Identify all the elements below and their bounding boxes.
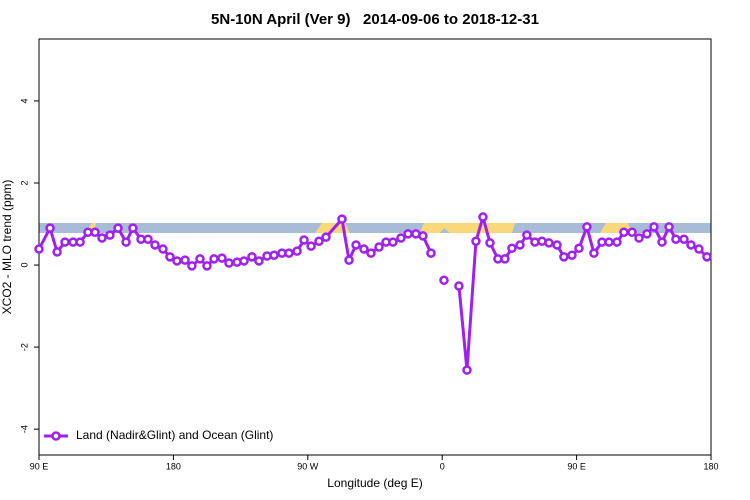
data-point — [619, 227, 629, 237]
x-tick-label: 180 — [703, 461, 718, 471]
data-point — [172, 256, 182, 266]
data-point — [224, 258, 234, 268]
data-point — [158, 244, 168, 254]
data-point — [478, 212, 488, 222]
data-point — [314, 236, 324, 247]
map-strip — [39, 223, 711, 233]
data-point — [454, 281, 464, 291]
x-tick-label: 90 E — [567, 461, 586, 471]
data-point — [209, 254, 219, 264]
y-tick-label: 0 — [19, 263, 29, 268]
y-tick-label: 4 — [19, 98, 29, 103]
data-point — [128, 223, 138, 233]
data-point — [439, 275, 449, 285]
data-point — [359, 244, 369, 254]
legend-marker — [51, 431, 61, 441]
data-point — [679, 234, 689, 244]
data-point — [702, 252, 712, 262]
data-point — [471, 236, 481, 247]
data-point — [604, 237, 614, 247]
data-point — [582, 222, 592, 232]
data-point — [686, 240, 696, 250]
y-tick-label: 2 — [19, 180, 29, 185]
data-point — [396, 233, 406, 243]
data-point — [671, 234, 681, 244]
data-point — [515, 240, 525, 250]
data-point — [574, 243, 584, 253]
y-tick-label: -4 — [19, 425, 29, 433]
data-point — [544, 238, 554, 248]
data-point — [217, 253, 227, 263]
data-point — [247, 252, 257, 262]
data-point — [337, 214, 347, 224]
data-point — [143, 234, 153, 244]
data-point — [589, 248, 599, 258]
data-point — [97, 233, 107, 243]
data-point — [462, 365, 472, 375]
data-point — [418, 231, 428, 241]
data-point — [657, 237, 667, 247]
data-point — [195, 254, 205, 264]
data-point — [567, 250, 577, 260]
data-point — [507, 243, 517, 253]
data-point — [75, 237, 85, 247]
x-tick-label: 90 E — [30, 461, 49, 471]
data-point — [485, 238, 495, 248]
data-point — [187, 261, 197, 271]
x-tick-label: 90 W — [297, 461, 319, 471]
chart-title: 5N-10N April (Ver 9) 2014-09-06 to 2018-… — [211, 11, 539, 28]
data-point — [649, 222, 659, 232]
data-point — [180, 255, 190, 265]
data-point — [284, 248, 294, 258]
data-point — [403, 229, 413, 239]
data-point — [113, 223, 123, 233]
data-point — [694, 244, 704, 254]
data-point — [202, 261, 212, 271]
data-point — [426, 248, 436, 258]
data-point — [165, 252, 175, 262]
data-point — [664, 222, 674, 232]
data-point — [254, 256, 264, 266]
data-point — [90, 227, 100, 237]
data-point — [552, 240, 562, 250]
y-tick-label: -2 — [19, 343, 29, 351]
data-point — [642, 229, 652, 239]
data-point — [239, 256, 249, 266]
data-point — [366, 248, 376, 258]
x-tick-label: 0 — [440, 461, 445, 471]
data-point — [559, 252, 569, 262]
data-point — [105, 230, 115, 240]
data-point — [522, 230, 532, 240]
data-point — [121, 237, 131, 247]
data-point — [306, 241, 316, 251]
data-point — [344, 255, 354, 265]
x-tick-label: 180 — [166, 461, 181, 471]
data-point — [269, 250, 279, 260]
data-point — [34, 244, 44, 254]
data-point — [45, 223, 55, 233]
data-point — [627, 227, 637, 237]
x-axis-label: Longitude (deg E) — [327, 476, 422, 490]
data-point — [299, 235, 309, 245]
data-point — [60, 237, 70, 247]
data-point — [500, 254, 510, 264]
data-point — [52, 247, 62, 257]
data-point — [612, 237, 622, 247]
data-point — [388, 237, 398, 247]
data-point — [150, 240, 160, 250]
data-point — [634, 233, 644, 243]
data-point — [292, 246, 302, 256]
data-point — [351, 240, 361, 250]
legend-label: Land (Nadir&Glint) and Ocean (Glint) — [76, 428, 273, 442]
y-axis-label: XCO2 - MLO trend (ppm) — [0, 180, 14, 315]
data-point — [321, 232, 331, 242]
data-point — [374, 242, 384, 252]
